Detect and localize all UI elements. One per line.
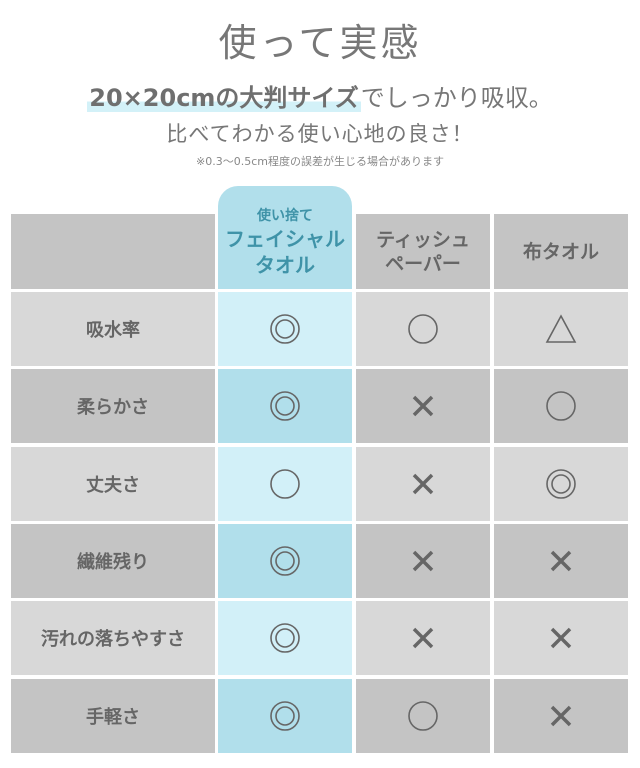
cross-icon xyxy=(411,626,435,650)
header-tissue-paper: ティッシュ ペーパー xyxy=(356,214,490,289)
size-note: ※0.3〜0.5cm程度の誤差が生じる場合があります xyxy=(196,155,444,168)
triangle-icon xyxy=(545,314,577,344)
header-facial-towel-small: 使い捨て xyxy=(257,207,313,224)
rating-cell xyxy=(356,369,490,443)
subtitle-highlight: 20×20cmの大判サイズ xyxy=(87,84,361,112)
double-circle-icon xyxy=(269,313,301,345)
header-tissue-label2: ペーパー xyxy=(385,252,461,275)
rating-cell xyxy=(494,601,628,675)
subtitle: 20×20cmの大判サイズでしっかり吸収。 xyxy=(0,78,640,113)
rating-cell xyxy=(218,369,352,443)
rating-cell xyxy=(356,679,490,753)
cross-icon xyxy=(549,626,573,650)
rating-cell xyxy=(218,447,352,521)
header-facial-towel-label2: タオル xyxy=(255,252,315,277)
row-feature-label: 汚れの落ちやすさ xyxy=(11,601,215,675)
rating-cell xyxy=(218,679,352,753)
rating-cell xyxy=(494,369,628,443)
header-cloth-towel: 布タオル xyxy=(494,214,628,289)
row-feature-label: 丈夫さ xyxy=(11,447,215,521)
row-feature-label: 手軽さ xyxy=(11,679,215,753)
cross-icon xyxy=(549,549,573,573)
header-empty-cell xyxy=(11,214,215,289)
double-circle-icon xyxy=(269,700,301,732)
header-facial-towel: 使い捨て フェイシャル タオル xyxy=(218,186,352,289)
tagline: 比べてわかる使い心地の良さ！ xyxy=(166,122,474,146)
circle-icon xyxy=(269,468,301,500)
subtitle-rest: でしっかり吸収。 xyxy=(360,84,553,112)
row-feature-label: 繊維残り xyxy=(11,524,215,598)
circle-icon xyxy=(545,390,577,422)
rating-cell xyxy=(356,601,490,675)
row-feature-label: 吸水率 xyxy=(11,292,215,366)
cross-icon xyxy=(411,472,435,496)
rating-cell xyxy=(494,524,628,598)
rating-cell xyxy=(494,679,628,753)
cross-icon xyxy=(411,549,435,573)
cross-icon xyxy=(549,704,573,728)
header-tissue-label: ティッシュ xyxy=(376,228,470,251)
double-circle-icon xyxy=(545,468,577,500)
rating-cell xyxy=(494,292,628,366)
double-circle-icon xyxy=(269,545,301,577)
rating-cell xyxy=(356,524,490,598)
page-title: 使って実感 xyxy=(218,21,422,65)
rating-cell xyxy=(356,447,490,521)
circle-icon xyxy=(407,700,439,732)
double-circle-icon xyxy=(269,622,301,654)
rating-cell xyxy=(494,447,628,521)
header-cloth-label: 布タオル xyxy=(522,240,599,263)
row-feature-label: 柔らかさ xyxy=(11,369,215,443)
rating-cell xyxy=(218,292,352,366)
rating-cell xyxy=(218,524,352,598)
circle-icon xyxy=(407,313,439,345)
cross-icon xyxy=(411,394,435,418)
rating-cell xyxy=(218,601,352,675)
rating-cell xyxy=(356,292,490,366)
header-facial-towel-label: フェイシャル xyxy=(225,226,345,251)
double-circle-icon xyxy=(269,390,301,422)
